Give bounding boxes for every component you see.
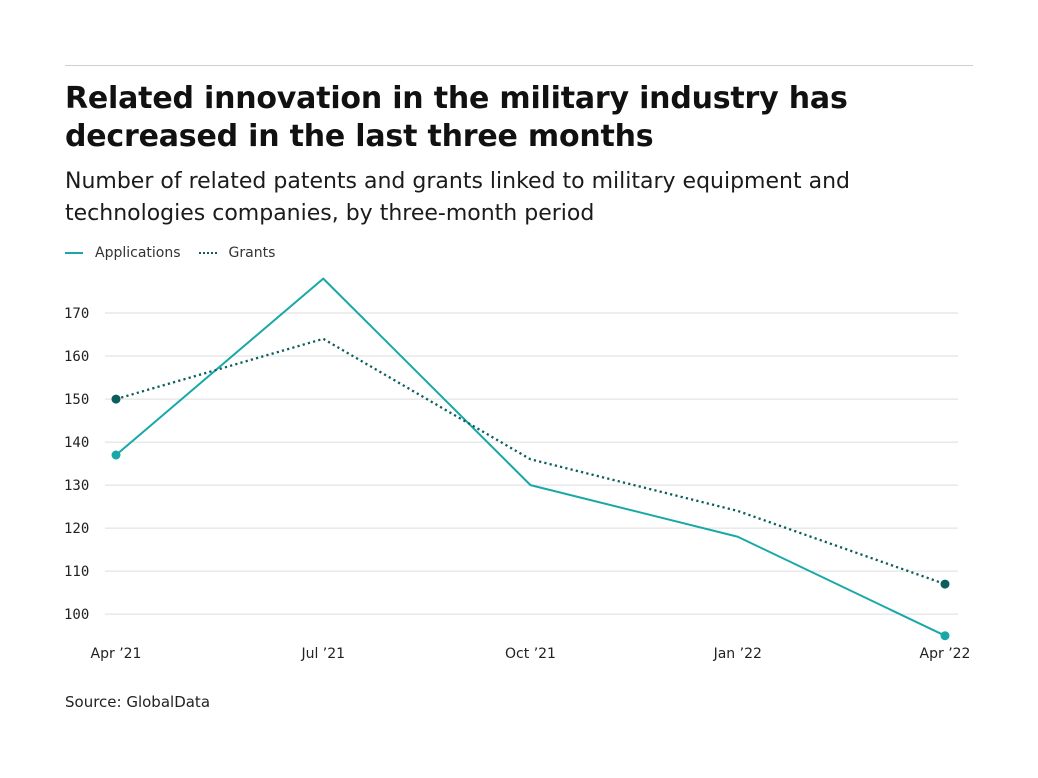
y-tick-label: 110: [64, 564, 89, 580]
y-tick-label: 170: [64, 306, 89, 322]
y-tick-label: 120: [64, 521, 89, 537]
data-point-grants: [111, 394, 121, 404]
x-tick-label: Apr ’22: [920, 646, 971, 662]
chart-subtitle: Number of related patents and grants lin…: [65, 169, 850, 226]
legend: Applications Grants: [65, 245, 293, 261]
legend-item-applications: Applications: [65, 245, 181, 261]
legend-label-applications: Applications: [95, 245, 181, 261]
series-line-applications: [115, 277, 946, 637]
x-tick-label: Jan ’22: [713, 646, 762, 662]
x-tick-label: Jul ’21: [300, 646, 345, 662]
data-point-applications: [111, 450, 121, 460]
y-tick-label: 100: [64, 607, 89, 623]
y-tick-label: 140: [64, 435, 89, 451]
x-tick-label: Apr ’21: [91, 646, 142, 662]
y-tick-label: 130: [64, 478, 89, 494]
legend-swatch-applications: [65, 252, 83, 254]
chart-title: Related innovation in the military indus…: [65, 81, 848, 154]
x-tick-label: Oct ’21: [505, 646, 556, 662]
y-tick-label: 160: [64, 349, 89, 365]
legend-item-grants: Grants: [198, 245, 276, 261]
series-line-grants: [115, 337, 946, 586]
data-point-applications: [940, 631, 950, 641]
top-rule: [65, 65, 973, 66]
legend-label-grants: Grants: [228, 245, 276, 261]
data-point-grants: [940, 579, 950, 589]
source-note: Source: GlobalData: [65, 693, 211, 711]
y-tick-label: 150: [64, 392, 89, 408]
line-chart: 100 110 120 130 140 150 160 170 Apr ’21 Jul ’21 Oc…: [64, 277, 971, 662]
legend-swatch-grants: [198, 252, 217, 254]
